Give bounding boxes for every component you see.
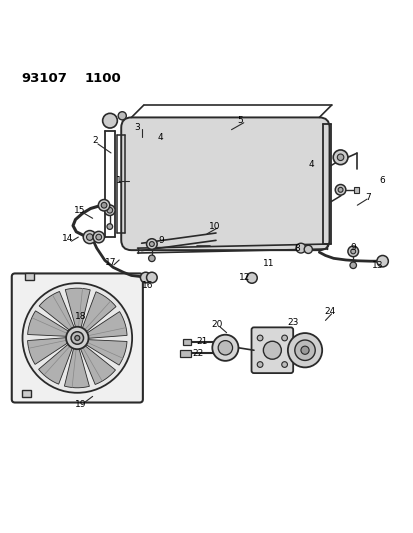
Text: 93107: 93107: [21, 72, 67, 85]
Text: 1100: 1100: [84, 72, 121, 85]
Circle shape: [101, 203, 107, 208]
Circle shape: [149, 241, 154, 246]
Text: 6: 6: [379, 176, 385, 185]
Polygon shape: [353, 187, 358, 193]
Polygon shape: [65, 288, 90, 328]
Circle shape: [256, 335, 262, 341]
Text: 4: 4: [308, 160, 313, 169]
Text: 2: 2: [92, 136, 97, 145]
Circle shape: [332, 150, 347, 165]
Text: 8: 8: [293, 244, 299, 253]
Circle shape: [335, 184, 345, 195]
Text: 11: 11: [263, 259, 274, 268]
Circle shape: [218, 341, 232, 355]
Circle shape: [22, 283, 132, 393]
Text: 24: 24: [323, 307, 335, 316]
Circle shape: [337, 188, 342, 192]
Circle shape: [287, 333, 321, 367]
Circle shape: [66, 327, 88, 349]
Circle shape: [98, 199, 109, 211]
Text: 14: 14: [62, 234, 74, 243]
Polygon shape: [183, 339, 190, 345]
Polygon shape: [80, 345, 115, 384]
Text: 23: 23: [286, 318, 298, 327]
Polygon shape: [39, 292, 74, 330]
Polygon shape: [25, 272, 34, 280]
Circle shape: [347, 246, 358, 257]
Text: 12: 12: [238, 272, 250, 281]
Circle shape: [350, 249, 355, 254]
Text: 4: 4: [157, 133, 162, 142]
Circle shape: [212, 335, 238, 361]
Circle shape: [146, 239, 157, 249]
Text: 1: 1: [116, 176, 122, 185]
Text: 17: 17: [105, 258, 116, 267]
Text: 3: 3: [134, 123, 140, 132]
Polygon shape: [28, 337, 68, 365]
Text: 16: 16: [142, 281, 153, 290]
Circle shape: [107, 224, 112, 229]
Text: 21: 21: [196, 337, 207, 346]
Circle shape: [93, 231, 104, 243]
Circle shape: [376, 255, 387, 267]
Circle shape: [75, 335, 80, 341]
Circle shape: [83, 231, 96, 244]
Text: 13: 13: [371, 261, 382, 270]
FancyBboxPatch shape: [12, 273, 142, 402]
Text: 7: 7: [365, 192, 370, 201]
Polygon shape: [22, 390, 31, 397]
Circle shape: [256, 362, 262, 367]
Circle shape: [146, 272, 157, 283]
Polygon shape: [85, 340, 127, 365]
Circle shape: [96, 234, 101, 240]
Circle shape: [86, 234, 93, 240]
Circle shape: [148, 255, 155, 262]
Text: 15: 15: [74, 206, 85, 215]
Text: 9: 9: [349, 243, 355, 252]
Circle shape: [263, 341, 281, 359]
Circle shape: [300, 346, 309, 354]
Polygon shape: [87, 312, 127, 338]
Circle shape: [118, 112, 126, 120]
Circle shape: [107, 207, 112, 213]
Text: 5: 5: [236, 116, 242, 125]
Circle shape: [349, 262, 356, 269]
Text: 10: 10: [209, 222, 221, 231]
Circle shape: [102, 114, 117, 128]
Text: 18: 18: [75, 312, 87, 321]
Text: 20: 20: [211, 320, 222, 329]
Circle shape: [246, 272, 256, 283]
Circle shape: [295, 243, 305, 253]
Polygon shape: [64, 348, 89, 388]
Polygon shape: [38, 344, 72, 384]
Text: 22: 22: [192, 349, 203, 358]
Circle shape: [71, 332, 83, 344]
Circle shape: [140, 272, 151, 283]
Circle shape: [304, 245, 312, 253]
FancyBboxPatch shape: [251, 327, 292, 373]
Text: 9: 9: [158, 236, 164, 245]
Polygon shape: [180, 350, 190, 357]
Polygon shape: [82, 292, 116, 332]
Circle shape: [104, 205, 115, 215]
Circle shape: [337, 154, 343, 160]
Circle shape: [281, 335, 287, 341]
Polygon shape: [28, 311, 69, 336]
Circle shape: [294, 340, 314, 360]
FancyBboxPatch shape: [121, 117, 329, 250]
Circle shape: [281, 362, 287, 367]
Text: 19: 19: [75, 400, 87, 409]
